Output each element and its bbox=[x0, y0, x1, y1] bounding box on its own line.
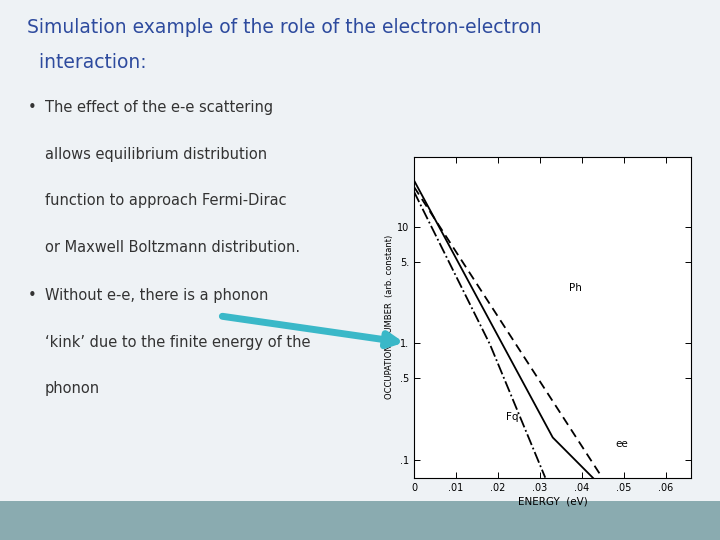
Text: function to approach Fermi-Dirac: function to approach Fermi-Dirac bbox=[45, 193, 287, 208]
Text: ee: ee bbox=[616, 438, 629, 449]
Text: Without e-e, there is a phonon: Without e-e, there is a phonon bbox=[45, 288, 268, 303]
X-axis label: ENERGY  (eV): ENERGY (eV) bbox=[518, 497, 588, 507]
Text: Simulation example of the role of the electron-electron: Simulation example of the role of the el… bbox=[27, 17, 542, 37]
Text: interaction:: interaction: bbox=[27, 52, 147, 72]
Text: phonon: phonon bbox=[45, 381, 100, 396]
Text: •: • bbox=[27, 288, 36, 303]
Text: allows equilibrium distribution: allows equilibrium distribution bbox=[45, 147, 267, 162]
Y-axis label: OCCUPATION  NUMBER  (arb. constant): OCCUPATION NUMBER (arb. constant) bbox=[385, 235, 394, 400]
Text: Fq: Fq bbox=[506, 412, 519, 422]
Text: The effect of the e-e scattering: The effect of the e-e scattering bbox=[45, 100, 273, 115]
Text: or Maxwell Boltzmann distribution.: or Maxwell Boltzmann distribution. bbox=[45, 240, 300, 255]
Text: Ph: Ph bbox=[570, 283, 582, 293]
Text: ‘kink’ due to the finite energy of the: ‘kink’ due to the finite energy of the bbox=[45, 335, 310, 350]
Text: •: • bbox=[27, 100, 36, 115]
